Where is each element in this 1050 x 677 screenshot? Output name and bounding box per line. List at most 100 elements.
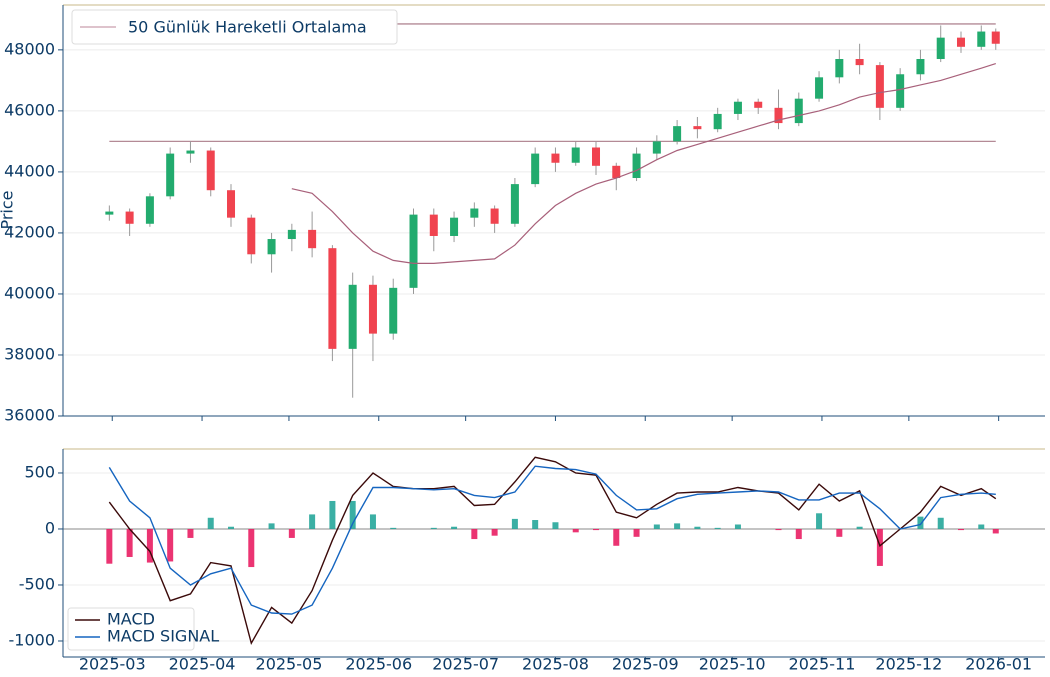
y-tick-label: 0 [45,518,55,537]
histogram-bar [228,526,235,529]
candle-body [896,74,905,108]
y-tick-label: 38000 [4,344,55,363]
histogram-bar [917,516,924,529]
histogram-bar [552,522,559,529]
histogram-bar [694,526,701,529]
histogram-bar [146,528,153,563]
candle-body [166,153,175,197]
histogram-bar [937,517,944,529]
histogram-bar [734,524,741,529]
histogram-bar [992,528,999,534]
y-tick-label: 46000 [4,100,55,119]
histogram-bar [167,528,174,562]
candle-body [774,107,783,124]
candle-body [348,284,357,349]
candle-body [247,217,256,255]
ma-line [291,63,996,264]
histogram-bar [106,528,113,564]
candle-body [551,153,560,163]
histogram-bar [795,528,802,540]
legend-label: MACD SIGNAL [107,627,219,646]
candle-body [328,248,337,349]
histogram-bar [775,528,782,531]
histogram-bar [491,528,498,536]
legend-box [71,9,398,45]
x-tick-label: 2026-01 [965,655,1032,674]
candle-body [855,59,864,66]
candle-body [470,208,479,218]
histogram-bar [329,500,336,529]
histogram-bar [309,514,316,529]
candle-body [105,211,114,215]
candle-body [916,59,925,75]
candle-body [652,141,661,154]
candle-body [693,126,702,130]
x-tick-label: 2025-09 [612,655,679,674]
candle-body [632,153,641,179]
histogram-bar [511,518,518,529]
histogram-bar [126,528,133,557]
candle-body [287,229,296,240]
histogram-bar [207,517,214,529]
histogram-bar [369,514,376,529]
histogram-bar [430,527,437,529]
histogram-bar [653,524,660,529]
y-axis-label: Price [0,190,17,229]
legend-label: MACD [107,610,155,629]
candle-body [794,98,803,124]
candle-body [510,184,519,224]
candle-body [429,214,438,236]
candle-body [875,65,884,108]
candle-body [186,150,195,154]
candle-body [368,284,377,334]
x-tick-label: 2025-04 [169,655,236,674]
histogram-bar [978,524,985,529]
candle-body [991,31,1000,44]
histogram-bar [451,526,458,529]
candle-body [227,190,236,218]
y-tick-label: 40000 [4,283,55,302]
x-tick-label: 2025-07 [432,655,499,674]
histogram-bar [248,528,255,568]
candle-body [267,239,276,255]
histogram-bar [288,528,295,538]
candle-body [713,113,722,130]
legend-label: 50 Günlük Hareketli Ortalama [128,18,367,37]
x-tick-label: 2025-12 [875,655,942,674]
y-tick-label: 48000 [4,39,55,58]
candle-body [612,165,621,179]
candle-body [977,31,986,47]
histogram-bar [390,527,397,529]
x-tick-label: 2025-03 [79,655,146,674]
histogram-bar [816,513,823,529]
x-tick-label: 2025-11 [789,655,856,674]
histogram-bar [349,500,356,529]
histogram-bar [532,520,539,529]
candle-body [389,287,398,334]
candle-body [450,217,459,236]
candle-body [835,59,844,78]
y-tick-label: 42000 [4,222,55,241]
legend-box [67,607,195,651]
histogram-bar [471,528,478,540]
histogram-bar [613,528,620,546]
y-tick-label: 44000 [4,161,55,180]
histogram-bar [633,528,640,537]
x-tick-label: 2025-08 [522,655,589,674]
candle-body [308,229,317,249]
histogram-bar [714,527,721,529]
histogram-bar [856,526,863,529]
candle-body [592,147,601,166]
macd-line [108,456,997,646]
histogram-bar [876,528,883,566]
candle-body [936,37,945,60]
candle-body [409,214,418,288]
histogram-bar [187,528,194,538]
y-tick-label: 500 [24,462,55,481]
histogram-bar [674,523,681,529]
histogram-bar [593,528,600,531]
histogram-bar [572,528,579,533]
candle-body [754,101,763,108]
y-tick-label: -1000 [9,630,56,649]
